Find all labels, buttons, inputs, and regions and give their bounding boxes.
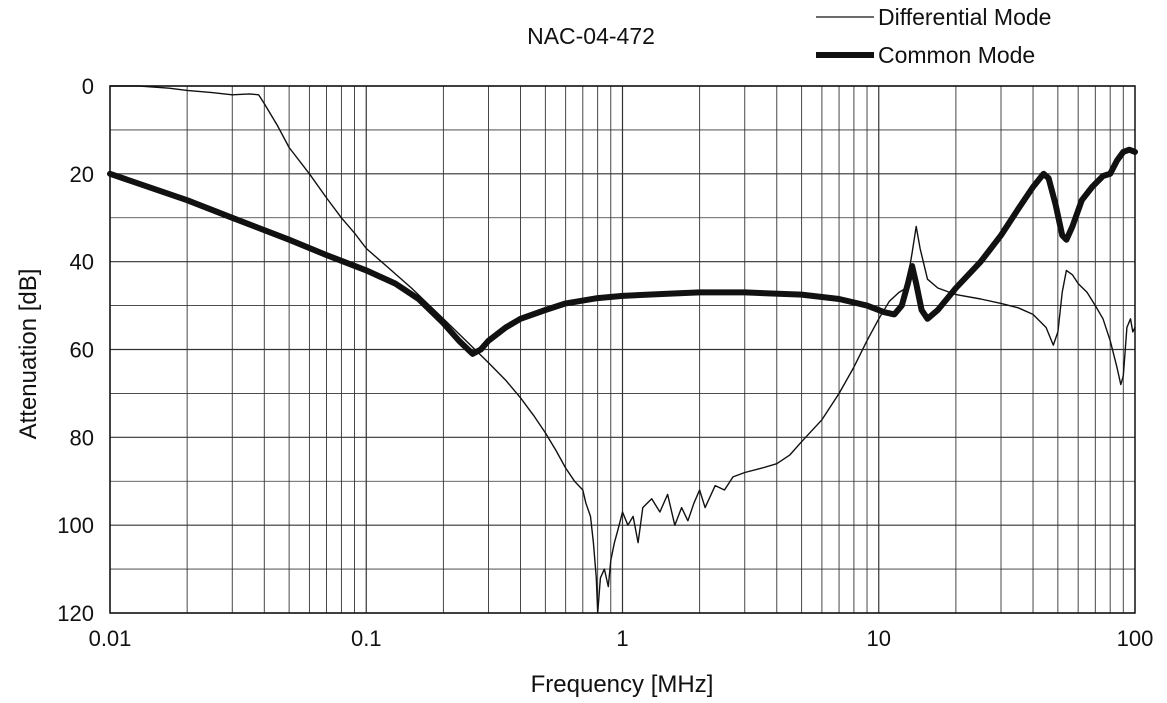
legend-label-common: Common Mode: [878, 42, 1035, 68]
chart-title: NAC-04-472: [527, 23, 655, 49]
plot-frame: [109, 85, 1136, 614]
legend-label-differential: Differential Mode: [878, 4, 1051, 30]
grid: [109, 85, 1135, 614]
x-tick-label: 0.1: [351, 626, 382, 651]
x-tick-label: 1: [616, 626, 628, 651]
legend: Differential Mode Common Mode: [816, 4, 1051, 68]
legend-item-common: Common Mode: [816, 42, 1035, 68]
tick-labels: 0.01 0.1 1 10 100 0 20 40 60 80 100 120: [57, 74, 1153, 651]
series-common-mode: [107, 146, 1138, 357]
x-tick-label: 0.01: [89, 626, 132, 651]
y-tick-label: 80: [70, 425, 94, 450]
y-tick-label: 100: [57, 513, 94, 538]
y-tick-label: 40: [70, 250, 94, 275]
x-tick-label: 100: [1117, 626, 1154, 651]
x-tick-label: 10: [867, 626, 891, 651]
y-tick-label: 20: [70, 162, 94, 187]
legend-item-differential: Differential Mode: [816, 4, 1051, 30]
y-axis-label: Attenuation [dB]: [15, 269, 42, 440]
y-tick-label: 0: [82, 74, 94, 99]
series-differential-mode: [109, 85, 1136, 614]
series-layer: [107, 85, 1138, 614]
y-tick-label: 60: [70, 338, 94, 363]
x-axis-label: Frequency [MHz]: [531, 671, 714, 698]
y-tick-label: 120: [57, 601, 94, 626]
